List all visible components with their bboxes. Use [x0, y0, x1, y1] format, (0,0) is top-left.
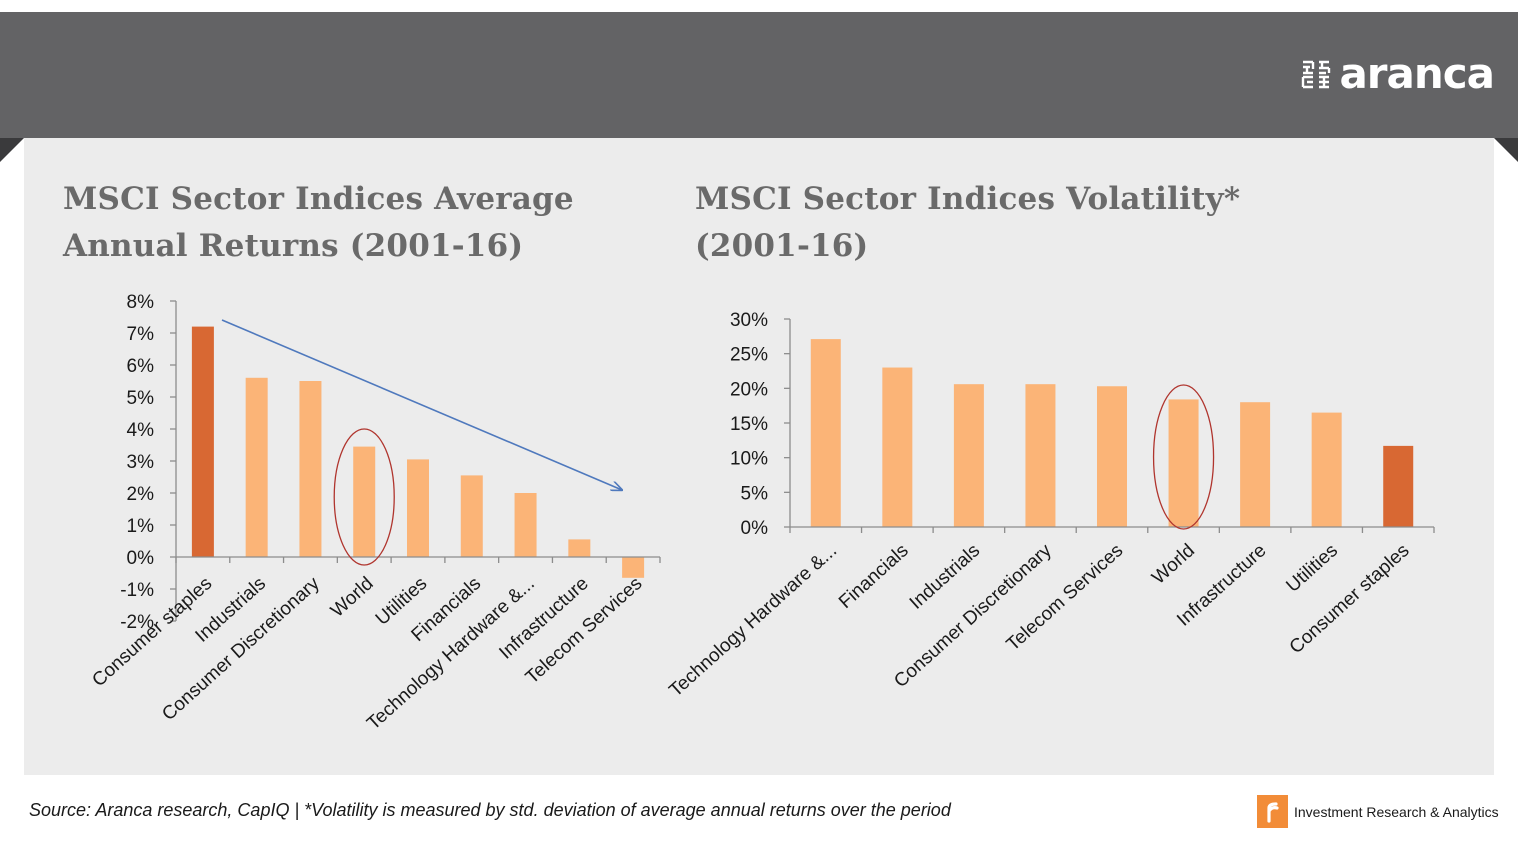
brand-logo: aranca — [1301, 49, 1495, 98]
volatility-category-label: World — [1148, 540, 1199, 589]
volatility-bar-telecom-services — [1097, 386, 1127, 527]
volatility-y-tick-label: 30% — [730, 310, 768, 331]
brand-name: aranca — [1339, 49, 1495, 98]
returns-y-tick-label: 4% — [127, 420, 155, 441]
returns-world-highlight-circle — [333, 428, 395, 566]
returns-y-tick-label: 8% — [127, 292, 155, 313]
returns-y-tick-label: -2% — [120, 612, 154, 633]
volatility-y-tick-label: 25% — [730, 345, 768, 366]
returns-bar-infrastructure — [568, 539, 591, 557]
returns-category-label: World — [327, 573, 378, 622]
returns-bar-technology-hardware — [514, 493, 537, 557]
returns-bar-consumer-staples — [191, 326, 214, 557]
returns-y-tick-label: 1% — [127, 516, 155, 537]
source-note: Source: Aranca research, CapIQ | *Volati… — [29, 800, 951, 820]
volatility-bar-consumer-staples — [1383, 445, 1414, 527]
volatility-bar-financials — [882, 367, 913, 527]
header-banner — [0, 12, 1518, 138]
returns-bar-telecom-services — [622, 557, 645, 578]
volatility-world-highlight-circle — [1152, 384, 1215, 530]
returns-y-tick-label: 2% — [127, 484, 155, 505]
volatility-y-tick-label: 15% — [730, 414, 768, 435]
returns-y-tick-label: 5% — [127, 388, 155, 409]
volatility-bar-chart: 30% 25% 20% 15% 10% 5% 0%Technology Hardware &… — [665, 310, 1435, 701]
volatility-bar-consumer-discretionary — [1025, 384, 1056, 527]
volatility-category-label: Utilities — [1282, 540, 1342, 597]
volatility-y-tick-label: 0% — [741, 518, 769, 539]
returns-bar-world — [353, 446, 376, 557]
volatility-y-tick-label: 10% — [730, 449, 768, 470]
returns-bar-industrials — [245, 377, 268, 557]
volatility-category-label: Technology Hardware &... — [665, 540, 841, 701]
volatility-bar-utilities — [1311, 412, 1342, 527]
returns-trend-arrow — [221, 319, 622, 490]
returns-y-tick-label: 6% — [127, 356, 155, 377]
returns-bar-chart: 8%7%6%5%4%3%2%1%0%-1%-2%Consumer staples… — [88, 292, 661, 734]
volatility-category-label: Financials — [835, 540, 913, 613]
volatility-chart-title: MSCI Sector Indices Volatility* (2001-16… — [695, 181, 1241, 264]
volatility-y-tick-label: 5% — [741, 483, 769, 504]
volatility-y-tick-label: 20% — [730, 379, 768, 400]
aranca-orange-r-icon — [1257, 795, 1288, 828]
volatility-bar-world — [1168, 399, 1199, 527]
volatility-category-label: Consumer staples — [1286, 540, 1414, 658]
returns-y-tick-label: 3% — [127, 452, 155, 473]
returns-y-tick-label: 7% — [127, 324, 155, 345]
returns-bar-financials — [460, 475, 483, 557]
returns-chart-title: MSCI Sector Indices Average Annual Retur… — [63, 181, 574, 264]
aranca-maze-icon — [1302, 60, 1331, 89]
banner-fold-right — [1494, 138, 1518, 162]
returns-y-tick-label: 0% — [127, 548, 155, 569]
returns-y-tick-label: -1% — [120, 580, 154, 601]
footer-brand: Investment Research & Analytics — [1257, 795, 1499, 828]
volatility-bar-industrials — [953, 384, 984, 527]
footer-tagline: Investment Research & Analytics — [1294, 803, 1499, 820]
volatility-bar-infrastructure — [1240, 402, 1271, 527]
banner-fold-left — [0, 138, 24, 162]
returns-bar-consumer-discretionary — [299, 381, 322, 557]
returns-bar-utilities — [407, 459, 429, 557]
volatility-bar-technology-hardware — [810, 339, 841, 527]
